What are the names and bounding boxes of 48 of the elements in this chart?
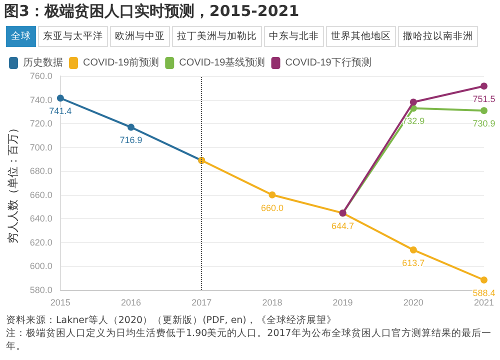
y-tick-label: 720.0 — [30, 118, 52, 129]
x-tick-label: 2021 — [474, 298, 494, 308]
legend-label: COVID-19基线预测 — [179, 56, 266, 68]
data-label: 613.7 — [402, 258, 425, 268]
chart-title: 图3：极端贫困人口实时预测，2015-2021 — [4, 2, 300, 21]
text: 东亚与太平洋 — [38, 26, 108, 47]
text: 资料来源：Lakner等人（2020）（更新版）(PDF, en)，《全球经济展望》 — [6, 314, 338, 327]
text: 中东与北非 — [264, 26, 324, 47]
point — [480, 107, 488, 114]
data-label: 716.9 — [120, 135, 142, 146]
legend-label: COVID-19前预测 — [83, 56, 160, 68]
y-tick-label: 660.0 — [30, 190, 52, 200]
point — [128, 124, 135, 131]
y-tick-label: 640.0 — [30, 214, 52, 224]
data-label: 644.7 — [332, 221, 354, 232]
y-axis-title: 穷人人数（单位：百万） — [6, 122, 20, 244]
legend-label: COVID-19下行预测 — [285, 56, 372, 68]
y-tick-label: 760.0 — [30, 71, 52, 81]
y-tick-label: 740.0 — [30, 94, 52, 105]
text: 欧洲与中亚 — [110, 26, 170, 47]
x-tick-label: 2018 — [262, 298, 282, 308]
x-tick-label: 2019 — [332, 298, 353, 308]
data-label: 660.0 — [260, 202, 284, 213]
point — [480, 82, 488, 90]
point — [410, 98, 417, 106]
x-tick-label: 2020 — [403, 298, 424, 308]
y-tick-label: 600.0 — [30, 261, 52, 272]
text: 注：极端贫困人口定义为日均生活费低于1.90美元的人口。2017年为公布全球贫困人口官方测算结果的最后一年。 — [6, 327, 492, 353]
y-tick-label: 700.0 — [30, 142, 52, 152]
y-tick-label: 620.0 — [30, 237, 52, 248]
point — [410, 246, 417, 254]
text: 世界其他地区 — [326, 26, 396, 47]
point — [480, 276, 488, 284]
data-label: 588.4 — [472, 288, 496, 298]
text: 全球 — [6, 26, 36, 47]
data-label: 751.5 — [472, 94, 496, 104]
data-label: 741.4 — [49, 106, 72, 116]
x-tick-label: 2016 — [121, 298, 142, 308]
text: 拉丁美洲与加勒比 — [172, 26, 262, 47]
text: 撒哈拉以南非洲 — [398, 26, 478, 47]
point — [268, 191, 276, 198]
legend-label: 历史数据 — [23, 56, 63, 68]
x-tick-label: 2017 — [192, 298, 212, 308]
y-tick-label: 680.0 — [30, 166, 52, 176]
data-label: 730.9 — [472, 118, 496, 129]
point — [56, 94, 64, 102]
y-tick-label: 580.0 — [30, 285, 52, 295]
x-tick-label: 2015 — [50, 298, 70, 308]
